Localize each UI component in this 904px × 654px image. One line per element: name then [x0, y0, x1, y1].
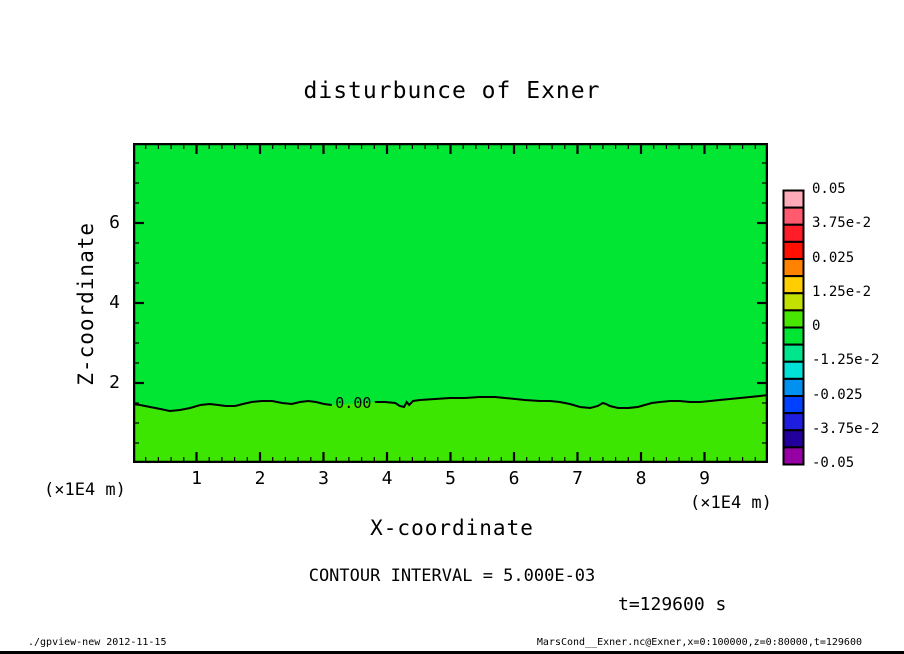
- x-tick-label: 6: [508, 468, 520, 489]
- colorbar-tick-label: 0.025: [812, 249, 855, 266]
- colorbar-tick-label: 0.05: [812, 181, 846, 197]
- x-tick-label: 8: [635, 468, 647, 489]
- time-annotation: t=129600 s: [618, 594, 727, 615]
- contour-plot-svg: 0.00: [132, 142, 769, 464]
- colorbar-tick-label: 3.75e-2: [812, 215, 872, 232]
- x-tick-label: 3: [318, 468, 329, 489]
- colorbar: [782, 189, 806, 466]
- x-tick-label: 5: [445, 468, 456, 489]
- y-tick-label: 2: [109, 372, 120, 393]
- footer-dataset-stamp: MarsCond__Exner.nc@Exner,x=0:100000,z=0:…: [536, 637, 862, 648]
- x-axis-title: X-coordinate: [370, 516, 534, 540]
- y-tick-label: 4: [109, 292, 120, 313]
- plot-area: 0.00: [132, 142, 769, 464]
- footer-program-stamp: ./gpview-new 2012-11-15: [28, 637, 167, 648]
- chart-title: disturbunce of Exner: [303, 78, 601, 104]
- y-axis-title: Z-coordinate: [74, 222, 102, 386]
- colorbar-tick-label: -0.05: [812, 455, 855, 471]
- colorbar-tick-label: 1.25e-2: [812, 283, 872, 300]
- y-axis-title-text: Z-coordinate: [74, 222, 98, 386]
- colorbar-tick-label: -3.75e-2: [812, 420, 880, 437]
- colorbar-svg: [782, 189, 805, 466]
- x-axis-unit: (×1E4 m): [690, 493, 772, 513]
- x-tick-label: 7: [572, 468, 583, 489]
- x-tick-label: 9: [699, 468, 710, 489]
- contour-line-label: 0.00: [335, 394, 371, 412]
- colorbar-tick-label: -0.025: [812, 386, 863, 403]
- colorbar-tick-label: 0: [812, 318, 821, 334]
- x-tick-label: 1: [191, 468, 202, 489]
- bottom-edge-line: [0, 651, 904, 654]
- y-axis-unit: (×1E4 m): [44, 480, 126, 500]
- x-tick-label: 2: [254, 468, 266, 489]
- y-tick-label: 6: [109, 212, 120, 233]
- x-tick-label: 4: [381, 468, 393, 489]
- colorbar-tick-label: -1.25e-2: [812, 352, 880, 369]
- contour-interval-text: CONTOUR INTERVAL = 5.000E-03: [308, 566, 596, 586]
